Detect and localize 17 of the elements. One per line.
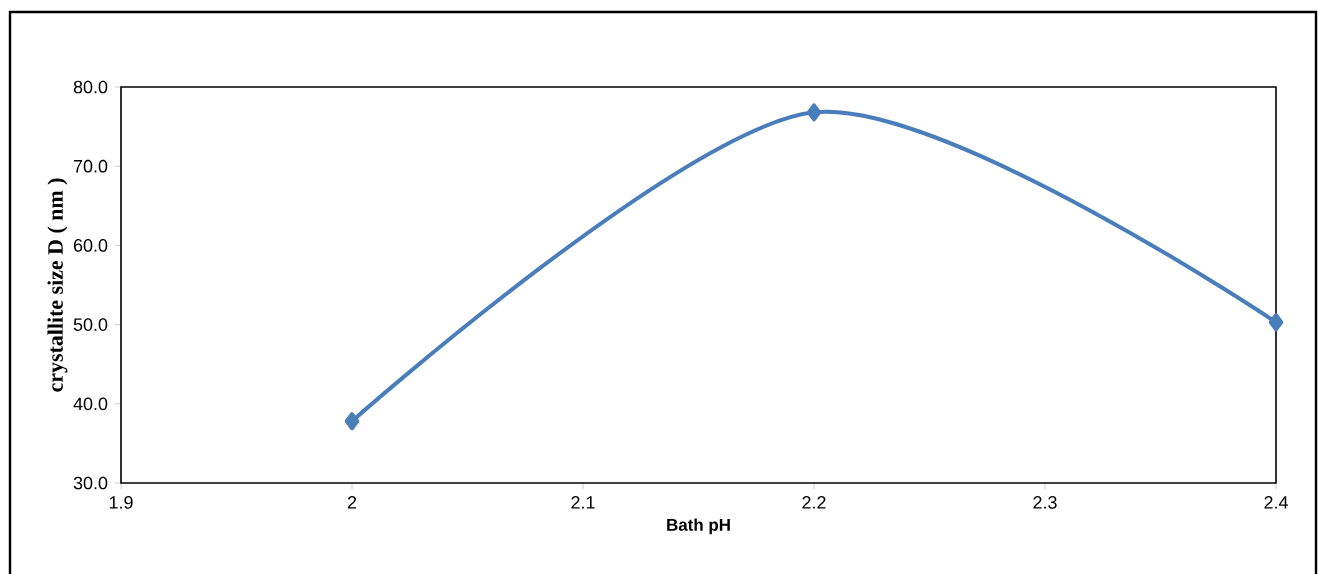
y-tick-label: 80.0 [73,80,108,94]
y-tick-label: 50.0 [73,318,108,331]
x-tick-label: 1.9 [109,496,133,509]
point [806,103,822,122]
y-axis-title: crystallite size D ( nm ) [47,178,68,392]
y-tick-label: 30.0 [73,476,108,490]
x-tick-label: 2.2 [802,496,826,509]
x-tick-label: 2.3 [1033,496,1057,509]
y-tick-label: 40.0 [73,397,108,411]
x-tick-label: 2 [347,496,357,509]
x-axis-title: Bath pH [667,518,730,535]
y-tick-label: 60.0 [73,239,108,252]
point [344,412,360,431]
x-tick-label: 2.1 [571,496,595,509]
x-tick-label: 2.4 [1264,496,1288,509]
point [1268,313,1284,332]
y-tick-label: 70.0 [73,159,108,173]
